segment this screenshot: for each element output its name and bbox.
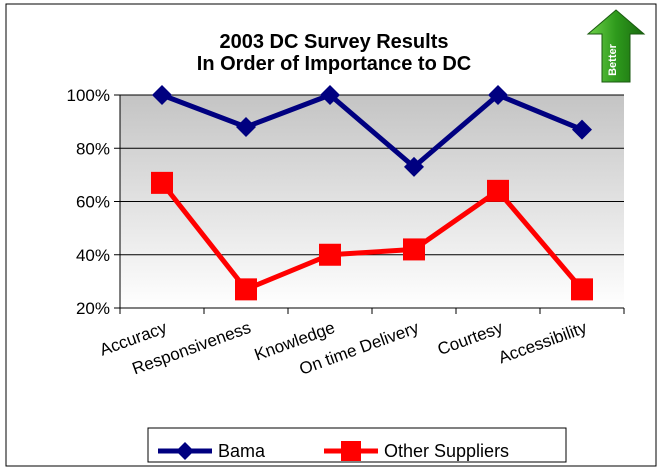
better-badge-label: Better [607, 43, 619, 76]
data-point-bama [320, 85, 340, 105]
chart-title-line-2: In Order of Importance to DC [197, 53, 471, 75]
series [151, 85, 593, 301]
data-point-other-suppliers [571, 278, 593, 301]
y-axis-tick-labels: 100% 80% 60% 40% 20% [67, 86, 110, 318]
legend-label-bama: Bama [218, 441, 266, 461]
data-point-other-suppliers [487, 179, 509, 202]
data-point-bama [488, 85, 508, 105]
chart-title-line-1: 2003 DC Survey Results [219, 31, 448, 53]
series-line-bama [161, 92, 583, 170]
y-tick-label: 100% [67, 86, 110, 105]
series-line-other-suppliers [160, 181, 584, 292]
data-point-bama [572, 119, 592, 140]
data-point-bama [152, 85, 172, 105]
data-point-other-suppliers [319, 243, 341, 266]
axes [114, 94, 625, 314]
legend-label-other-suppliers: Other Suppliers [384, 441, 509, 461]
y-tick-label: 40% [76, 246, 110, 265]
data-point-bama [404, 156, 424, 177]
legend-marker-bama [176, 442, 194, 460]
data-point-other-suppliers [235, 278, 257, 301]
y-tick-label: 20% [76, 299, 110, 318]
legend: Bama Other Suppliers [147, 427, 567, 463]
data-point-bama [236, 116, 256, 137]
better-badge: Better [586, 9, 646, 83]
legend-marker-other-suppliers [341, 441, 361, 461]
y-tick-label: 60% [76, 193, 110, 212]
y-tick-label: 80% [76, 139, 110, 158]
data-point-other-suppliers [151, 171, 173, 194]
data-point-other-suppliers [403, 238, 425, 261]
up-arrow-icon [586, 9, 646, 83]
